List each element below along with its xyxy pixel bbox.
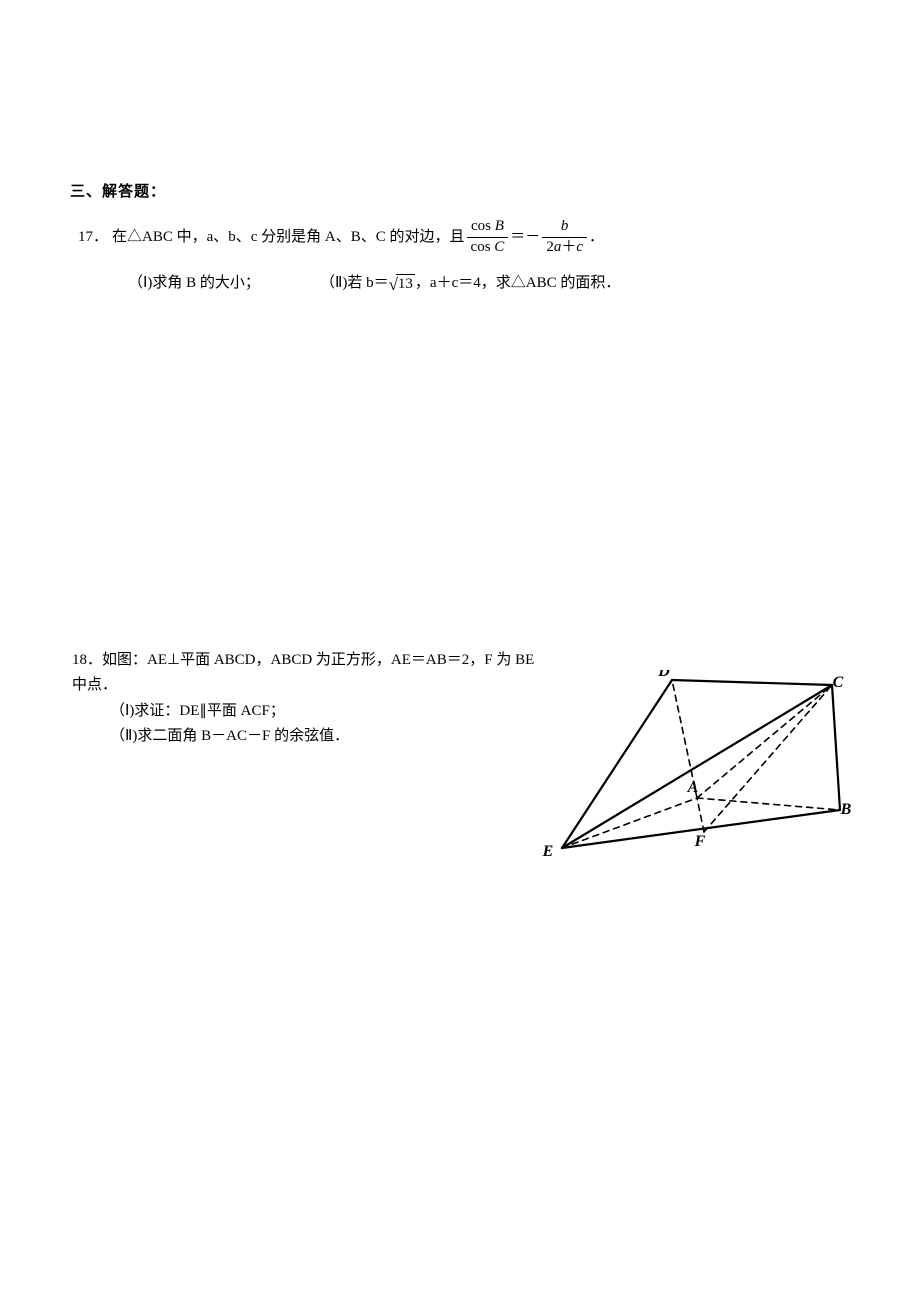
period: ． (589, 223, 604, 252)
sqrt-sign-icon: √ (389, 276, 398, 293)
frac2-numerator: b (557, 217, 573, 237)
problem-18-line1: 18．如图：AE⊥平面 ABCD，ABCD 为正方形，AE＝AB＝2，F 为 B… (72, 648, 552, 699)
problem-18: 18．如图：AE⊥平面 ABCD，ABCD 为正方形，AE＝AB＝2，F 为 B… (72, 648, 850, 750)
sqrt-13: √13 (389, 274, 415, 293)
svg-text:E: E (542, 843, 553, 860)
frac2-denominator: 2a＋c (542, 237, 587, 258)
problem-18-l1-text: 如图：AE⊥平面 ABCD，ABCD 为正方形，AE＝AB＝2，F 为 BE 中… (72, 652, 534, 694)
problem-18-line3: （Ⅱ)求二面角 B－AC－F 的余弦值． (110, 724, 552, 750)
problem-17: 17． 在△ABC 中，a、b、c 分别是角 A、B、C 的对边，且 cos c… (78, 217, 850, 298)
problem-17-prefix: 在△ABC 中，a、b、c 分别是角 A、B、C 的对边，且 (112, 223, 465, 252)
problem-17-part2: （Ⅱ)若 b＝√13，a＋c＝4，求△ABC 的面积． (320, 269, 620, 298)
svg-text:D: D (657, 670, 670, 680)
problem-18-number: 18． (72, 652, 102, 668)
problem-17-line1: 17． 在△ABC 中，a、b、c 分别是角 A、B、C 的对边，且 cos c… (78, 217, 850, 257)
fraction-cosb-cosc: cos cos BB cos C (467, 217, 509, 257)
frac1-denominator: cos C (467, 237, 509, 258)
equals-sign: ＝－ (510, 223, 540, 252)
sqrt-content: 13 (396, 274, 415, 293)
problem-17-number: 17． (78, 223, 108, 252)
section-header: 三、解答题： (70, 180, 850, 201)
fraction-b-2ac: b 2a＋c (542, 217, 587, 257)
geometry-diagram: A B C D E F (542, 670, 862, 870)
part2-prefix: （Ⅱ)若 b＝ (320, 275, 389, 291)
problem-18-text: 18．如图：AE⊥平面 ABCD，ABCD 为正方形，AE＝AB＝2，F 为 B… (72, 648, 552, 750)
svg-text:C: C (833, 674, 844, 691)
part2-mid: ，a＋c＝4，求△ABC 的面积． (415, 275, 620, 291)
svg-text:A: A (687, 779, 699, 796)
problem-18-line2: （Ⅰ)求证：DE∥平面 ACF； (110, 699, 552, 725)
problem-17-part1: （Ⅰ)求角 B 的大小； (128, 269, 260, 298)
frac1-numerator: cos cos BB (467, 217, 508, 237)
diagram-svg: A B C D E F (542, 670, 862, 870)
problem-17-line2: （Ⅰ)求角 B 的大小； （Ⅱ)若 b＝√13，a＋c＝4，求△ABC 的面积． (128, 269, 850, 298)
svg-text:F: F (694, 833, 706, 850)
svg-text:B: B (840, 801, 852, 818)
